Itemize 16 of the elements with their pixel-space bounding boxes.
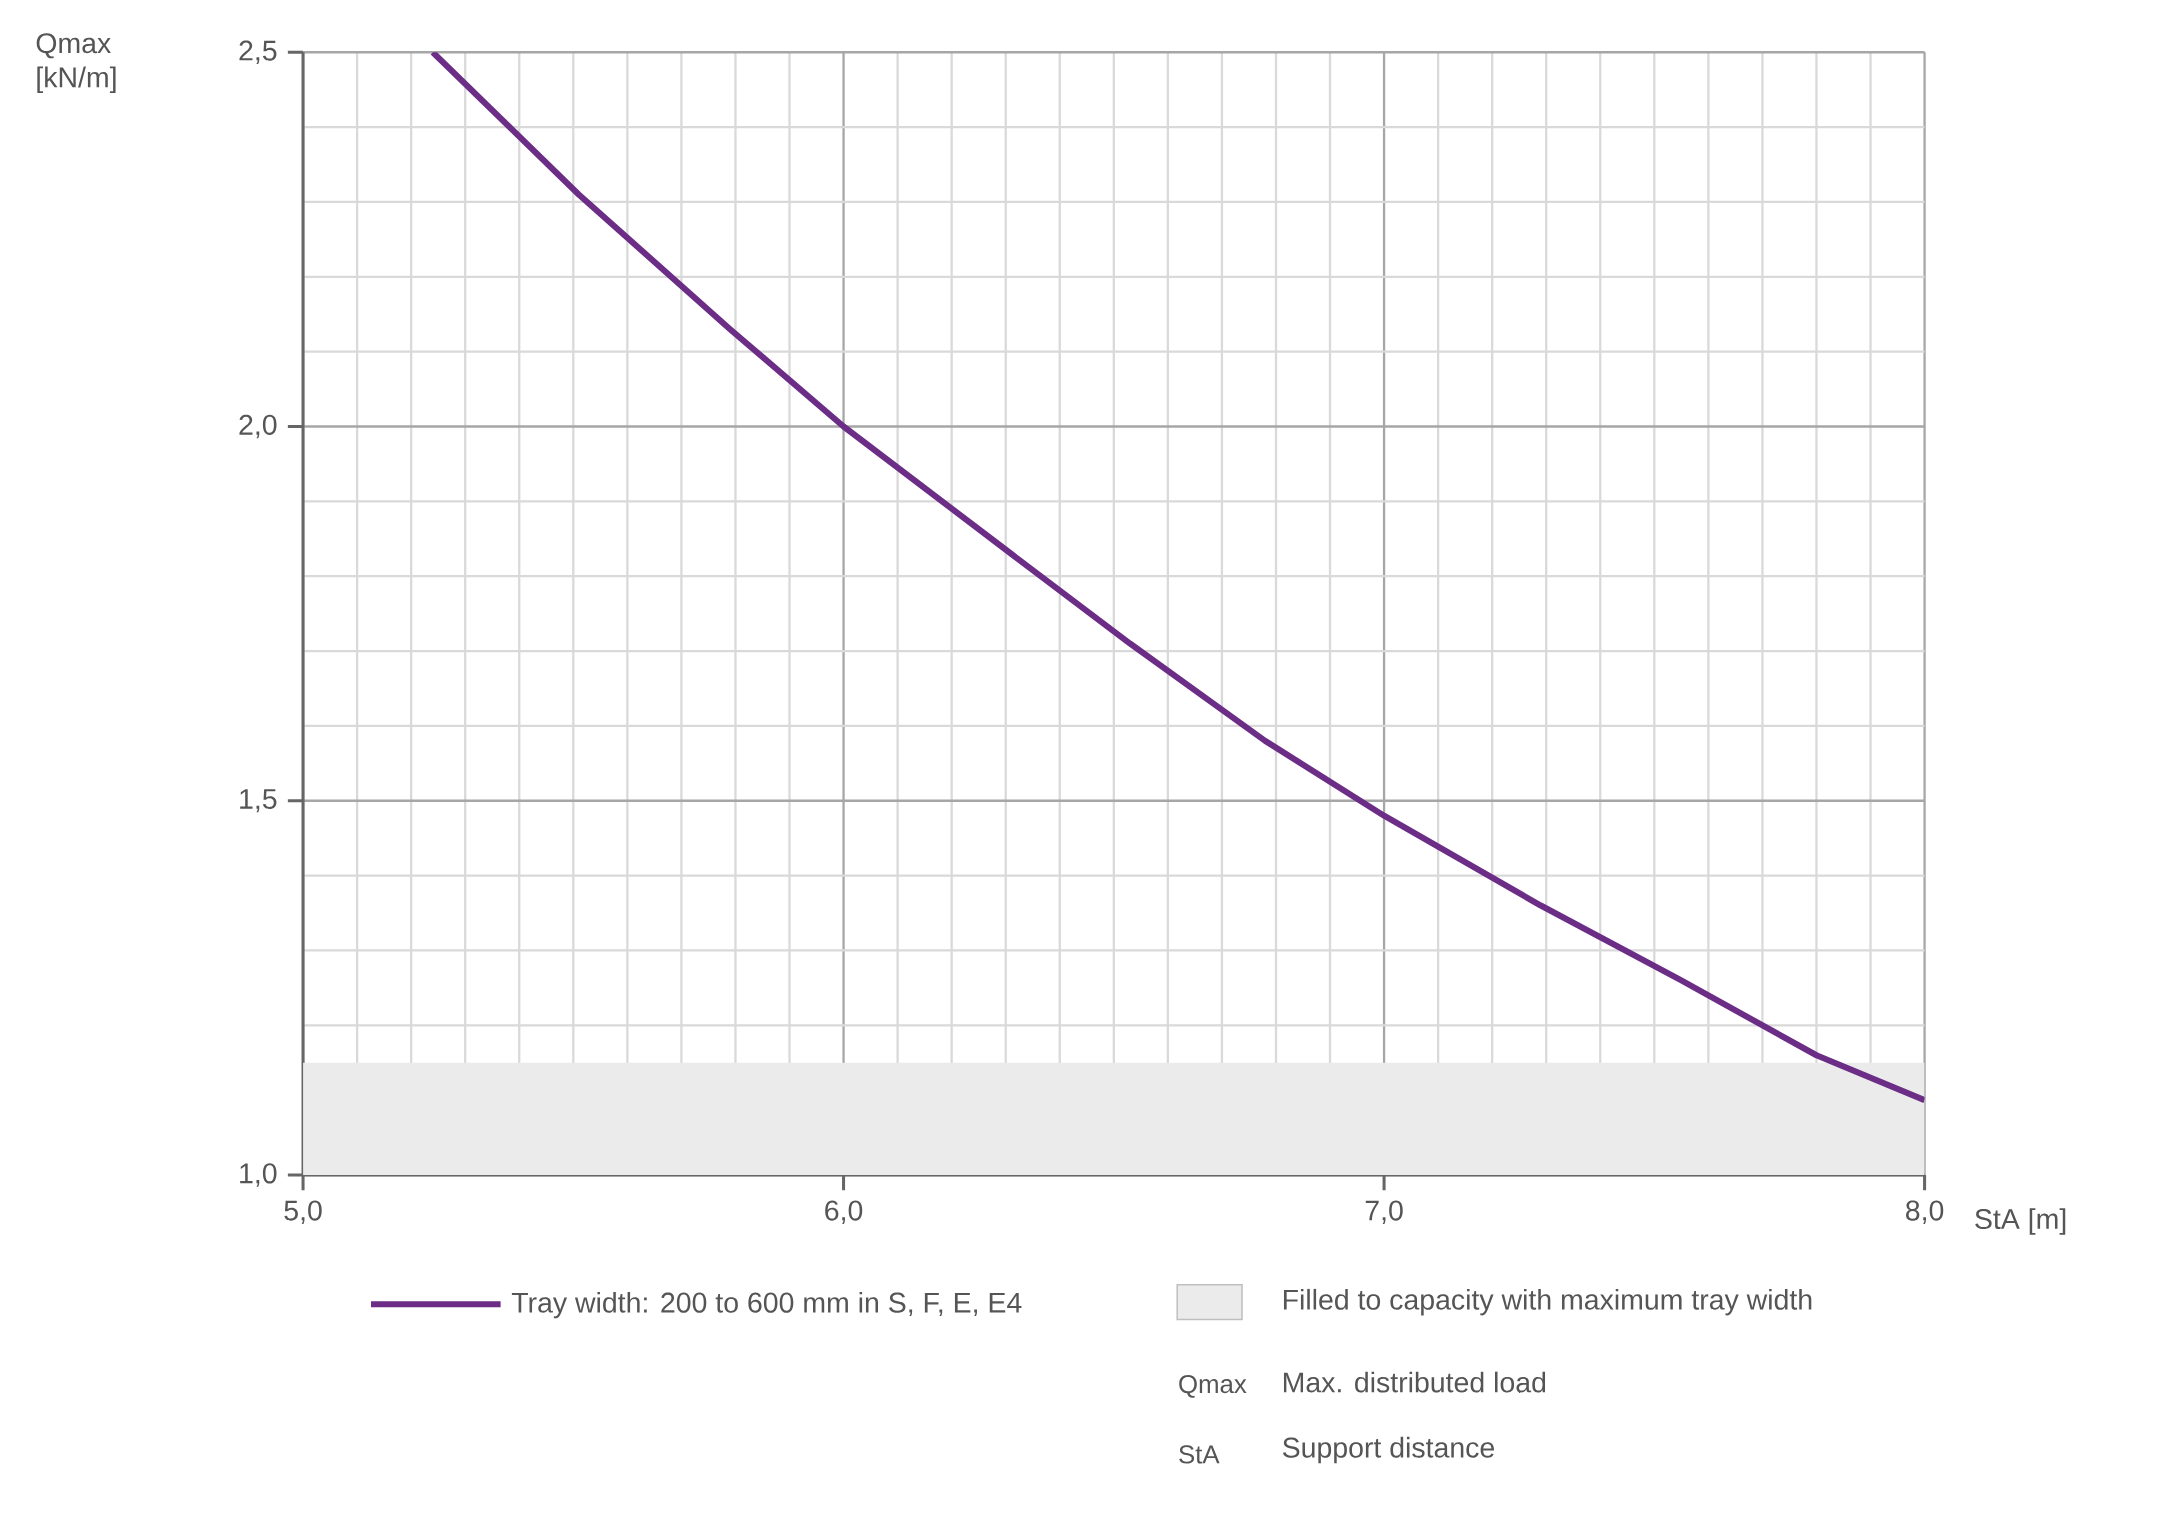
y-tick-label: 1,0 [240,1163,277,1187]
y-tick-label: 1,5 [240,789,277,813]
x-tick-label: 8,0 [1906,1200,1944,1224]
legend-label: Filled to capacity with maximum tray width [1283,1288,1812,1316]
text: Support distance [1282,1436,1495,1464]
text: Max. distributed load [1283,1371,1546,1393]
x-tick-label: 5,0 [284,1200,322,1224]
y-tick-label: 2,0 [239,414,277,439]
x-tick-label: 7,0 [1365,1200,1403,1224]
text: StA [1179,1445,1220,1464]
x-tick-label: 6,0 [825,1200,863,1224]
y-axis-title: Qmax [kN/m] [36,33,116,94]
x-axis-title: StA [m] [1975,1208,2066,1235]
legend-label: Tray width: 200 to 600 mm in S, F, E, E4 [511,1291,1022,1319]
y-tick-label: 2,5 [239,40,277,65]
text: Qmax [1179,1374,1247,1398]
